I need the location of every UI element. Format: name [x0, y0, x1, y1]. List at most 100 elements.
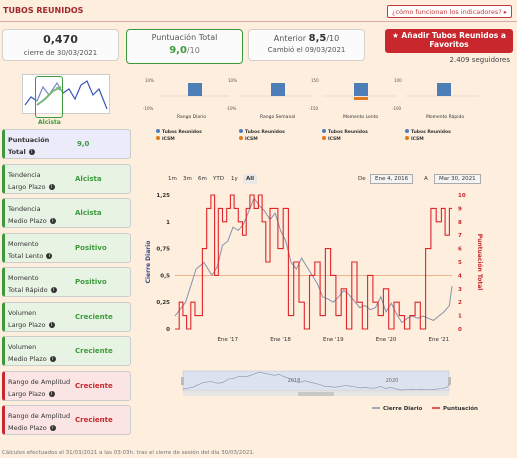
legend-score-label: Puntuación: [443, 405, 478, 412]
range-button-1m[interactable]: 1m: [168, 176, 177, 182]
info-icon[interactable]: i: [50, 287, 57, 293]
indicator-value: Creciente: [75, 313, 113, 321]
indicator-value: Creciente: [75, 382, 113, 390]
range-button-ytd[interactable]: YTD: [213, 176, 224, 182]
left-tick-label: 1: [166, 220, 170, 226]
range-button-all[interactable]: All: [243, 174, 258, 184]
right-tick-label: 9: [458, 206, 462, 212]
trend-thumbnail[interactable]: [22, 74, 110, 114]
indicator-value: Alcista: [75, 175, 102, 183]
indicator-label-line1: Momento: [8, 240, 39, 248]
info-icon[interactable]: i: [46, 253, 53, 259]
x-tick-label: Ene '17: [217, 337, 238, 343]
indicator-mid-trend: Tendencia Medio Plazo i Alcista: [2, 198, 131, 228]
info-icon[interactable]: i: [48, 391, 55, 397]
mini-chart-bar-index: [354, 97, 368, 100]
mini-legend-dot-stock: [405, 129, 409, 133]
right-tick-label: 5: [458, 260, 462, 266]
range-button-3m[interactable]: 3m: [183, 176, 192, 182]
mini-chart-ytop: 150: [311, 78, 319, 83]
score-denominator: /10: [186, 46, 200, 55]
mini-chart-bar: [188, 83, 202, 96]
range-button-6m[interactable]: 6m: [198, 176, 207, 182]
right-tick-label: 7: [458, 233, 462, 239]
mini-chart-xlabel: Rango Diario: [177, 114, 206, 120]
plot-area: [175, 195, 452, 329]
indicator-mid-volume: Volumen Medio Plazo i Creciente: [2, 336, 131, 366]
indicator-fast-momentum: Momento Total Rápido i Positivo: [2, 267, 131, 297]
navigator: [182, 370, 450, 392]
range-button-1y[interactable]: 1y: [231, 176, 238, 182]
left-tick-label: 0,75: [156, 247, 170, 253]
indicator-label: Volumen Largo Plazo i: [8, 307, 55, 331]
indicator-label-line1: Tendencia: [8, 205, 41, 213]
right-axis-label: Puntuación Total: [476, 234, 483, 291]
mini-chart-ytop: 100: [394, 78, 402, 83]
mini-chart-xlabel: Rango Semanal: [260, 114, 295, 120]
navigator-tick: 2018: [288, 378, 301, 384]
indicator-label-line1: Volumen: [8, 309, 37, 317]
price-value: 0,470: [43, 33, 78, 46]
right-tick-label: 1: [458, 314, 462, 320]
left-tick-label: 0,25: [156, 300, 170, 306]
mini-legend-dot-stock: [322, 129, 326, 133]
mini-chart-ybot: -100: [392, 106, 402, 111]
indicator-label-line1: Volumen: [8, 343, 37, 351]
indicator-label: Momento Total Lento i: [8, 238, 53, 262]
main-chart: 0 0,25 0,5 0,75 1 1,25 0 1 2 3 4 5 6 7 8 9 10 Ene '17 Ene …: [145, 193, 483, 412]
previous-value: 8,5: [308, 33, 327, 44]
date-from-label: De: [358, 176, 366, 182]
mini-chart-ybot: -10%: [143, 106, 154, 111]
previous-card: Anterior 8,5/10 Cambió el 09/03/2021: [248, 29, 365, 61]
navigator-scrollbar-thumb: [298, 392, 334, 396]
info-icon[interactable]: i: [28, 149, 35, 155]
indicator-label: Volumen Medio Plazo i: [8, 341, 56, 365]
series-close-line: [174, 197, 453, 324]
info-icon[interactable]: i: [49, 218, 56, 224]
mini-chart-xlabel: Momento Rápido: [426, 113, 464, 120]
info-icon[interactable]: i: [49, 356, 56, 362]
score-value-row: 9,0/10: [127, 45, 242, 56]
date-from-input[interactable]: Ene 4, 2016: [370, 174, 414, 184]
score-label: Puntuación Total: [151, 33, 218, 42]
indicator-long-volume: Volumen Largo Plazo i Creciente: [2, 302, 131, 332]
trend-thumbnail-selection: [35, 76, 63, 118]
indicator-label: Rango de Amplitud Largo Plazo i: [8, 376, 70, 400]
indicator-label-line2: Medio Plazo: [8, 217, 47, 225]
indicator-value: Alcista: [75, 209, 102, 217]
mini-legend-dot-index: [156, 136, 160, 140]
right-tick-label: 0: [458, 327, 462, 333]
indicator-label-line2: Medio Plazo: [8, 355, 47, 363]
indicator-label-line2: Largo Plazo: [8, 183, 46, 191]
header: TUBOS REUNIDOS ¿cómo funcionan los indic…: [0, 0, 517, 22]
left-tick-label: 0: [166, 327, 170, 333]
price-subtitle: cierre de 30/03/2021: [23, 49, 98, 57]
date-to-input[interactable]: Mar 30, 2021: [434, 174, 481, 184]
price-card: 0,470 cierre de 30/03/2021: [2, 29, 119, 61]
indicator-label-line2: Largo Plazo: [8, 321, 46, 329]
help-link[interactable]: ¿cómo funcionan los indicadores? ▸: [387, 5, 512, 18]
info-icon[interactable]: i: [48, 184, 55, 190]
mini-legend-index: ICSM: [328, 136, 341, 142]
legend-close-label: Cierre Diario: [383, 406, 422, 412]
indicator-label: Puntuación Total i: [8, 134, 49, 158]
previous-changed: Cambió el 09/03/2021: [267, 46, 346, 54]
mini-chart-xlabel: Momento Lento: [343, 114, 378, 120]
right-tick-label: 10: [458, 193, 466, 199]
indicator-label-line2: Total: [8, 148, 26, 156]
followers-count: 2.409 seguidores: [449, 56, 510, 64]
mini-chart-ybot: -10%: [226, 106, 237, 111]
info-icon[interactable]: i: [49, 425, 56, 431]
indicator-value: Creciente: [75, 347, 113, 355]
mini-legend-stock: Tubos Reunidos: [162, 129, 202, 135]
indicator-mid-range: Rango de Amplitud Medio Plazo i Creciente: [2, 405, 131, 435]
indicator-value: Positivo: [75, 244, 107, 252]
mini-legend-index: ICSM: [245, 136, 258, 142]
right-tick-label: 6: [458, 247, 462, 253]
info-icon[interactable]: i: [48, 322, 55, 328]
mini-legend-stock: Tubos Reunidos: [411, 129, 451, 135]
previous-denominator: /10: [326, 34, 340, 43]
indicator-label: Tendencia Largo Plazo i: [8, 169, 55, 193]
add-favorites-button[interactable]: ★ Añadir Tubos Reunidos a Favoritos: [385, 29, 513, 53]
